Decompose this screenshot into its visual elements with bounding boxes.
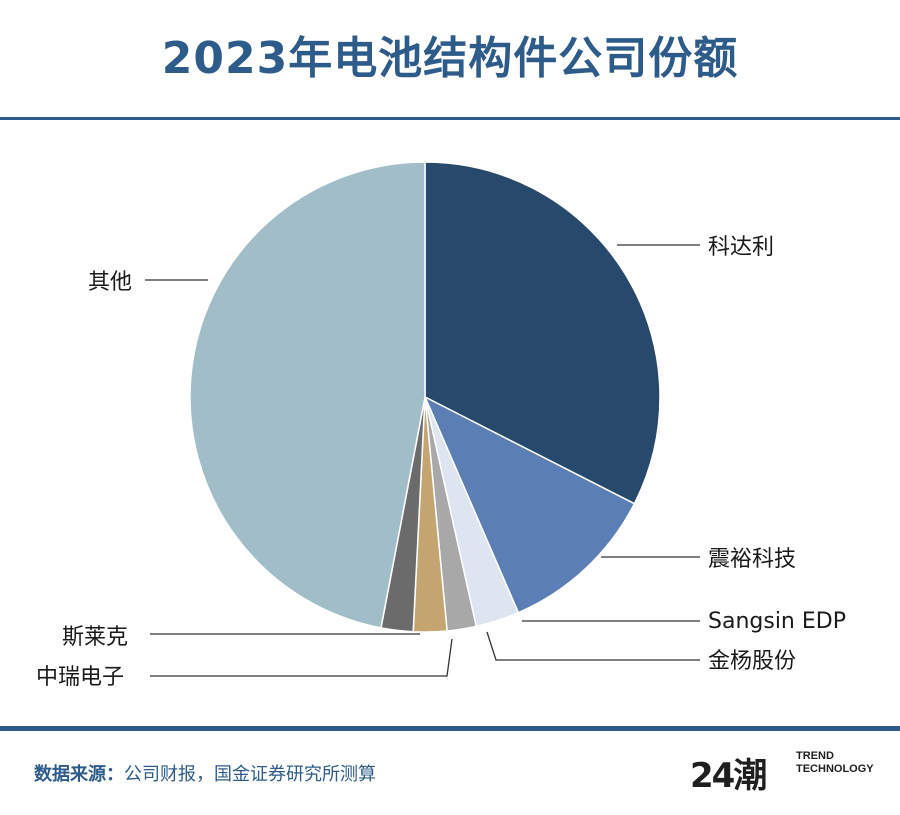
slice-label: 斯莱克 [62,625,128,650]
leader-lines [145,244,700,677]
pie-slice [424,161,661,505]
pie-slice [423,395,636,614]
slice-label: 金杨股份 [708,649,796,674]
leader-line [486,631,700,661]
title-divider [0,117,900,120]
pie-slices [189,161,661,633]
brand-logo-line1: TREND [796,750,834,762]
footer-divider [0,726,900,731]
slice-label: 其他 [88,270,132,295]
leader-line [150,638,453,677]
slice-label: 中瑞电子 [36,665,124,690]
brand-logo-text: TREND TECHNOLOGY [796,750,874,776]
pie-slice [189,161,426,629]
slice-label: 科达利 [708,235,774,260]
brand-logo-mark: 24潮 [690,756,767,796]
slice-label: Sangsin EDP [708,609,846,634]
slice-label: 震裕科技 [708,547,796,572]
data-source: 数据来源：公司财报，国金证券研究所测算 [34,760,376,786]
chart-title: 2023年电池结构件公司份额 [161,33,739,84]
brand-logo: 24潮 TREND TECHNOLOGY [690,748,880,796]
data-source-label: 数据来源： [34,764,124,785]
data-source-text: 公司财报，国金证券研究所测算 [124,764,376,785]
brand-logo-line2: TECHNOLOGY [796,763,874,775]
